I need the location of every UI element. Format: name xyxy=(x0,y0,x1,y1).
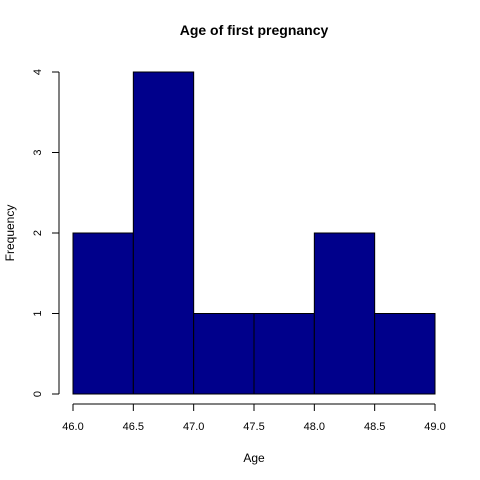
histogram-bar-2 xyxy=(193,313,255,395)
x-axis: 46.0 46.5 47.0 47.5 48.0 48.5 49.0 xyxy=(62,403,446,433)
histogram-bar-3 xyxy=(253,313,315,395)
x-tick-label: 47.0 xyxy=(183,421,204,433)
y-tick-label: 3 xyxy=(32,149,44,155)
bars-group xyxy=(72,71,436,395)
y-axis-label: Frequency xyxy=(3,205,17,262)
y-tick-label: 4 xyxy=(32,69,44,75)
histogram-bar-1 xyxy=(132,71,195,395)
x-tick-label: 47.5 xyxy=(243,421,264,433)
x-tick-label: 48.5 xyxy=(364,421,385,433)
x-tick-label: 46.0 xyxy=(62,421,83,433)
y-tick-label: 2 xyxy=(32,230,44,236)
y-axis: 0 1 2 3 4 xyxy=(32,69,60,397)
y-tick-label: 0 xyxy=(32,391,44,397)
x-tick-label: 49.0 xyxy=(424,421,445,433)
histogram-bar-4 xyxy=(313,232,376,395)
histogram-bar-5 xyxy=(374,313,436,395)
histogram-bar-0 xyxy=(72,232,134,395)
chart-title: Age of first pregnancy xyxy=(180,22,329,38)
y-tick-label: 1 xyxy=(32,310,44,316)
x-axis-label: Age xyxy=(243,451,265,465)
x-tick-label: 48.0 xyxy=(304,421,325,433)
x-tick-label: 46.5 xyxy=(123,421,144,433)
